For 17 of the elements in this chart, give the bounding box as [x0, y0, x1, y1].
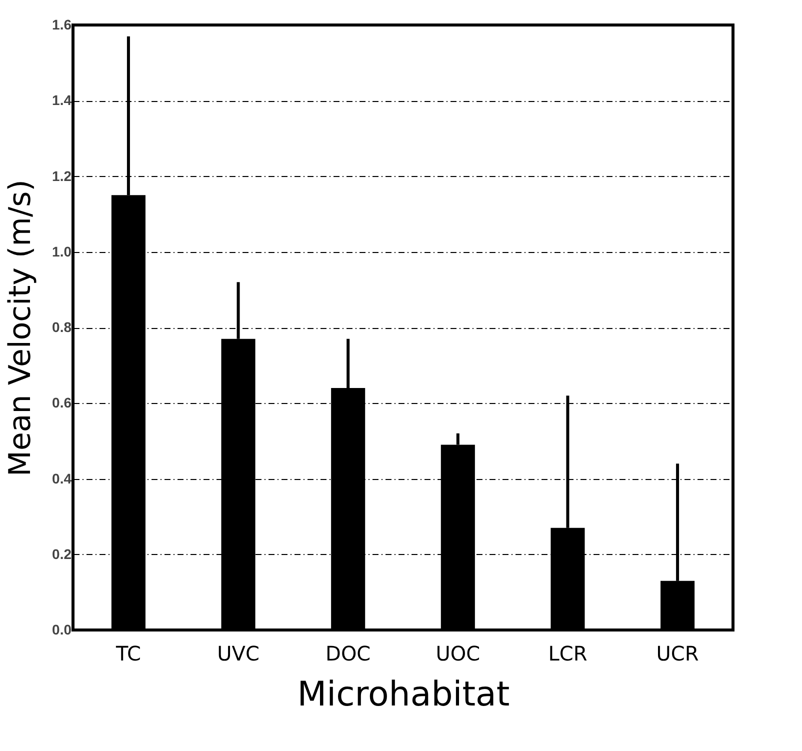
y-tick-label: 0.8 [52, 319, 72, 335]
x-tick-label: UOC [436, 642, 480, 666]
y-tick-label: 0.2 [52, 546, 72, 562]
y-tick-label: 1.2 [52, 168, 72, 184]
y-tick-label: 0.6 [52, 394, 72, 411]
y-tick-label: 1.4 [52, 92, 72, 108]
x-tick-label: UCR [656, 642, 699, 666]
x-tick-label: UVC [217, 642, 260, 666]
x-axis-title: Microhabitat [297, 674, 510, 714]
y-axis-title: Mean Velocity (m/s) [3, 180, 38, 476]
y-tick-label: 0.4 [52, 470, 72, 486]
y-tick-label: 0.0 [52, 622, 72, 638]
x-tick-label: LCR [548, 642, 588, 666]
y-tick-label: 1.0 [52, 243, 72, 260]
y-tick-label: 1.6 [52, 16, 72, 32]
x-tick-label: DOC [326, 642, 371, 666]
x-tick-label: TC [114, 642, 141, 666]
